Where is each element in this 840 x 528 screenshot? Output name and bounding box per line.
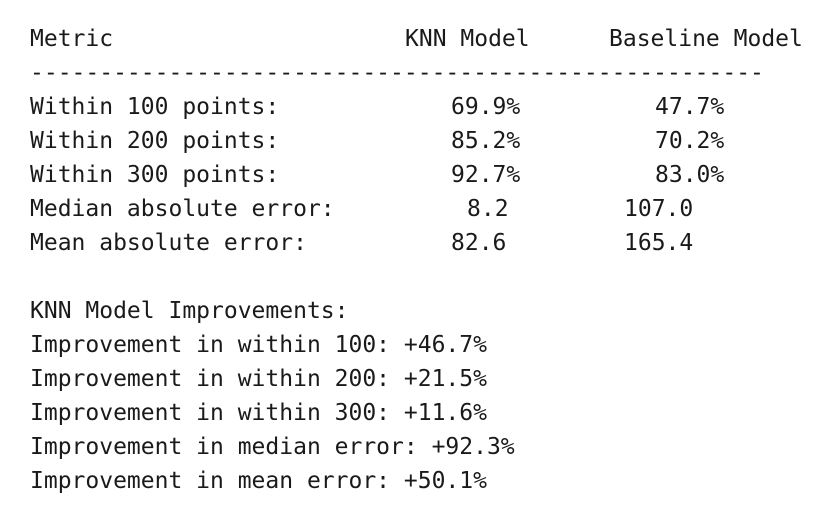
row-metric-label: Mean absolute error: bbox=[30, 230, 307, 256]
improvements-title: KNN Model Improvements: bbox=[30, 298, 349, 324]
row-knn-value: 8.2 bbox=[467, 196, 509, 222]
improvement-line: Improvement in median error: +92.3% bbox=[30, 434, 515, 460]
table-row: Within 100 points: 69.9% 47.7% bbox=[30, 90, 830, 124]
row-metric-label: Within 200 points: bbox=[30, 128, 280, 154]
row-baseline-value: 70.2% bbox=[655, 128, 725, 154]
header-baseline-model: Baseline Model bbox=[609, 26, 803, 52]
row-baseline-value: 107.0 bbox=[624, 196, 694, 222]
improvement-line: Improvement in within 100: +46.7% bbox=[30, 332, 487, 358]
row-knn-value: 92.7% bbox=[451, 162, 521, 188]
table-row: Within 200 points: 85.2% 70.2% bbox=[30, 124, 830, 158]
row-metric-label: Within 100 points: bbox=[30, 94, 280, 120]
table-divider: ----------------------------------------… bbox=[30, 60, 764, 86]
improvement-line: Improvement in within 200: +21.5% bbox=[30, 366, 487, 392]
improvement-line: Improvement in mean error: +50.1% bbox=[30, 468, 487, 494]
table-row: Median absolute error: 8.2 107.0 bbox=[30, 192, 830, 226]
row-knn-value: 82.6 bbox=[451, 230, 507, 256]
blank-line bbox=[30, 260, 830, 294]
row-knn-value: 69.9% bbox=[451, 94, 521, 120]
row-baseline-value: 47.7% bbox=[655, 94, 725, 120]
header-metric: Metric bbox=[30, 26, 114, 52]
row-knn-value: 85.2% bbox=[451, 128, 521, 154]
row-baseline-value: 83.0% bbox=[655, 162, 725, 188]
table-row: Mean absolute error: 82.6 165.4 bbox=[30, 226, 830, 260]
table-divider-line: ----------------------------------------… bbox=[30, 56, 830, 90]
row-metric-label: Median absolute error: bbox=[30, 196, 335, 222]
improvement-line: Improvement in within 300: +11.6% bbox=[30, 400, 487, 426]
row-baseline-value: 165.4 bbox=[624, 230, 694, 256]
header-knn-model: KNN Model bbox=[405, 26, 530, 52]
table-header: Metric KNN Model Baseline Model bbox=[30, 22, 830, 56]
row-metric-label: Within 300 points: bbox=[30, 162, 280, 188]
table-row: Within 300 points: 92.7% 83.0% bbox=[30, 158, 830, 192]
terminal-output: Metric KNN Model Baseline Model --------… bbox=[30, 22, 830, 498]
